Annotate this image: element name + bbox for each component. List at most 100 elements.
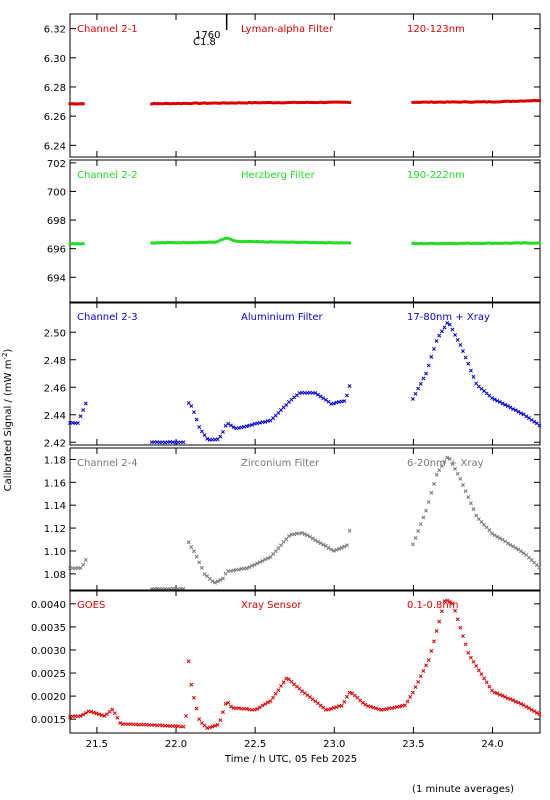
- data-point: [181, 101, 185, 105]
- data-point: [426, 363, 431, 368]
- data-point: [274, 240, 278, 244]
- data-point: [434, 472, 439, 477]
- data-point: [213, 101, 217, 105]
- data-point: [348, 241, 352, 245]
- data-point: [158, 241, 162, 245]
- data-point: [319, 100, 323, 104]
- data-point: [519, 99, 523, 103]
- data-point: [468, 655, 473, 660]
- data-point: [410, 542, 415, 547]
- data-point: [424, 663, 429, 668]
- data-point: [421, 669, 426, 673]
- data-point: [513, 699, 518, 704]
- data-point: [337, 241, 341, 245]
- data-point: [505, 541, 510, 546]
- data-point: [340, 241, 344, 245]
- y-tick-label: 2.46: [44, 383, 66, 394]
- data-point: [522, 99, 526, 103]
- data-point: [226, 421, 231, 426]
- data-point: [266, 101, 270, 105]
- data-point: [532, 98, 536, 102]
- data-point: [268, 699, 273, 703]
- data-point: [413, 535, 418, 540]
- data-point: [437, 242, 441, 246]
- data-point: [255, 101, 259, 105]
- data-point: [260, 559, 265, 563]
- data-point: [508, 99, 512, 103]
- panel-filter-label: Herzberg Filter: [241, 170, 316, 181]
- data-point: [418, 381, 423, 386]
- event-marker: 1760 C1.8: [193, 14, 228, 48]
- data-point: [276, 410, 281, 415]
- x-axis-label: Time / h UTC, 05 Feb 2025: [224, 754, 357, 765]
- data-point: [218, 238, 222, 242]
- data-point: [426, 500, 431, 504]
- data-point: [292, 240, 296, 244]
- data-point: [532, 709, 537, 714]
- data-point: [81, 562, 86, 567]
- data-point: [68, 242, 72, 246]
- panel-channel-label: Channel 2-3: [77, 312, 138, 323]
- data-point: [263, 101, 267, 105]
- data-point: [83, 558, 88, 562]
- data-point: [292, 532, 297, 537]
- data-point: [456, 242, 460, 246]
- data-point: [434, 339, 439, 343]
- data-point: [210, 724, 215, 729]
- data-point: [245, 101, 249, 105]
- data-point: [221, 710, 225, 715]
- data-point: [482, 100, 486, 104]
- data-point: [445, 598, 450, 603]
- data-point: [276, 240, 280, 244]
- data-point: [439, 329, 444, 334]
- data-point: [495, 691, 500, 696]
- data-point: [332, 100, 336, 104]
- panel-channel-label: Channel 2-2: [77, 170, 138, 181]
- data-point: [437, 468, 442, 473]
- data-point: [413, 391, 418, 396]
- data-point: [466, 495, 471, 499]
- data-point: [360, 700, 365, 705]
- data-point: [213, 580, 218, 585]
- data-point: [189, 241, 193, 245]
- data-point: [472, 241, 476, 245]
- data-point: [408, 694, 413, 699]
- data-point: [466, 650, 471, 655]
- data-point: [290, 240, 294, 244]
- data-point: [79, 242, 83, 246]
- panel-frame: [69, 159, 541, 304]
- data-point: [432, 346, 436, 351]
- data-point: [194, 417, 199, 422]
- data-point: [189, 682, 194, 687]
- data-point: [334, 400, 339, 405]
- data-point: [300, 101, 304, 105]
- data-point: [195, 241, 199, 245]
- y-tick-label: 2.50: [44, 328, 66, 339]
- data-point: [429, 354, 434, 359]
- data-point: [537, 712, 542, 717]
- data-point: [187, 102, 191, 106]
- data-point: [197, 240, 201, 244]
- data-point: [73, 102, 77, 106]
- data-point: [189, 102, 193, 106]
- panel-1: 6.24 6.26 6.28 6.30 6.32 Channel 2-1 Lyman-alp…: [44, 13, 541, 158]
- data-point: [498, 100, 502, 104]
- data-point: [516, 700, 521, 705]
- data-point: [250, 101, 254, 105]
- data-point: [99, 713, 104, 718]
- data-point: [339, 703, 344, 708]
- data-point: [340, 100, 344, 104]
- data-point: [276, 546, 281, 551]
- data-point: [466, 100, 470, 104]
- data-point: [221, 101, 225, 105]
- data-point: [464, 241, 468, 245]
- data-point: [229, 237, 233, 241]
- data-point: [273, 691, 278, 696]
- data-point: [508, 697, 513, 702]
- data-point: [68, 715, 72, 720]
- data-point: [203, 240, 207, 244]
- data-point: [514, 241, 518, 245]
- data-point: [91, 710, 96, 715]
- data-point: [511, 241, 515, 245]
